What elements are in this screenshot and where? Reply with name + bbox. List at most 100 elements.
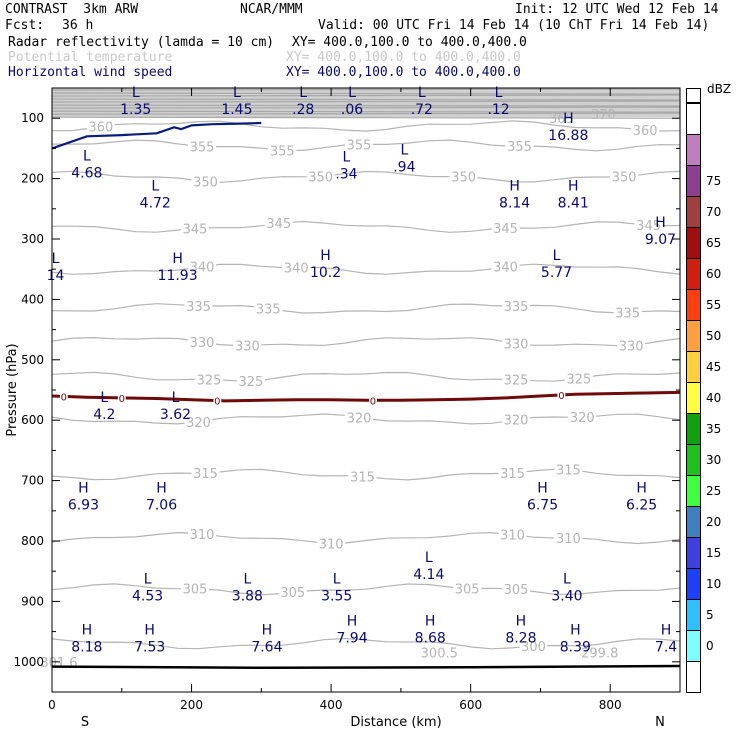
- theta-label: 340: [190, 261, 215, 276]
- wind-low-marker: L: [333, 571, 341, 587]
- theta-label: 320: [570, 411, 595, 426]
- theta-label: 335: [186, 300, 211, 315]
- theta-label-bg: [348, 468, 377, 483]
- valid-time: Valid: 00 UTC Fri 14 Feb 14 (10 ChT Fri …: [318, 18, 710, 33]
- wind-extremum-value: 1.35: [120, 102, 151, 118]
- theta-label: 335: [256, 302, 281, 317]
- field-name-wind: Horizontal wind speed: [8, 65, 173, 80]
- colorbar-level-label: 35: [706, 421, 722, 436]
- wind-extremum-value: 4.68: [71, 166, 102, 182]
- theta-label: 310: [556, 532, 581, 547]
- theta-label: 360: [633, 124, 658, 139]
- theta-label: 320: [186, 416, 211, 431]
- theta-label-bg: [345, 136, 374, 151]
- colorbar-swatch: [686, 599, 701, 631]
- theta-label: 305: [183, 583, 208, 598]
- theta-label-bg: [184, 298, 213, 313]
- theta-label: 335: [504, 300, 529, 315]
- y-tick-label: 500: [21, 353, 44, 367]
- axes: 100 200 300 400 500 600 700 800 900 1000 0 200 400 60…: [5, 87, 681, 730]
- theta-label: 315: [350, 470, 375, 485]
- colorbar-swatch: [686, 630, 701, 662]
- colorbar-swatch: [686, 506, 701, 538]
- wind-low-marker: L: [563, 571, 571, 587]
- theta-label: 305: [280, 586, 305, 601]
- theta-label-bg: [613, 304, 642, 319]
- init-time: Init: 12 UTC Wed 12 Feb 14: [515, 2, 719, 17]
- theta-label: 325: [504, 373, 529, 388]
- wind-low-marker: L: [100, 390, 108, 406]
- colorbar-swatch: [686, 289, 701, 321]
- reflectivity-label-bg: [213, 395, 222, 406]
- wind-extremum-value: 4.2: [93, 407, 115, 423]
- reflectivity-label: 0: [214, 397, 220, 408]
- colorbar-level-label: 60: [706, 266, 722, 281]
- wind-extremum-value: 14: [47, 268, 65, 284]
- theta-label: 315: [500, 467, 525, 482]
- theta-label-bg: [453, 580, 482, 595]
- reflectivity-label-bg: [59, 391, 68, 402]
- wind-high-marker: H: [262, 623, 273, 639]
- field-name-theta: Potential temperature: [8, 50, 173, 65]
- theta-label-bg: [188, 525, 217, 540]
- wind-low-marker: L: [132, 85, 140, 101]
- wind-low-marker: L: [233, 85, 241, 101]
- x-axis-label: Distance (km): [350, 715, 441, 730]
- theta-label-bg: [184, 413, 213, 428]
- theta-label-bg: [449, 168, 478, 183]
- theta-contour-310: [51, 531, 681, 545]
- colorbar-level-label: 70: [706, 204, 722, 219]
- wind-extremum-value: 10.2: [310, 265, 341, 281]
- theta-contour-345: [52, 220, 681, 233]
- theta-label-bg: [254, 300, 283, 315]
- theta-label-bg: [564, 370, 593, 385]
- y-tick-label: 100: [21, 111, 44, 125]
- theta-label-bg: [610, 168, 639, 183]
- wind-high-marker: H: [347, 614, 358, 630]
- jet-contour-line: [51, 121, 262, 150]
- upper-band-line: [51, 110, 681, 113]
- wind-high-marker: H: [144, 623, 155, 639]
- reflectivity-label: 0: [119, 394, 125, 405]
- theta-label-bg: [498, 465, 527, 480]
- theta-label: 335: [615, 306, 640, 321]
- theta-label: 330: [235, 340, 260, 355]
- theta-extra-label: 370: [591, 108, 616, 123]
- theta-contours: 360 360 355 355 355 355 350 350 350 350 345 345 345 3…: [40, 108, 681, 671]
- wind-low-marker: L: [343, 150, 351, 166]
- theta-label-bg: [498, 526, 527, 541]
- colorbar-swatch: [686, 661, 701, 693]
- wind-low-marker: L: [52, 251, 60, 267]
- upper-band-line: [51, 104, 681, 107]
- theta-label: 320: [347, 411, 372, 426]
- colorbar-level-label: 20: [706, 514, 722, 529]
- colorbar-swatch: [686, 444, 701, 476]
- theta-label: 325: [566, 372, 591, 387]
- colorbar-swatch: [686, 382, 701, 414]
- theta-label-bg: [188, 333, 217, 348]
- colorbar-level-label: 75: [706, 173, 722, 188]
- wind-extremum-value: 3.40: [551, 588, 582, 604]
- y-tick-label: 200: [21, 172, 44, 186]
- wind-low-marker: L: [348, 85, 356, 101]
- theta-label-bg: [188, 258, 217, 273]
- theta-label-bg: [502, 298, 531, 313]
- theta-label-bg: [317, 535, 346, 550]
- theta-label-bg: [264, 215, 293, 230]
- theta-extra-label: 300.5: [421, 647, 458, 662]
- theta-label: 325: [197, 373, 222, 388]
- theta-label-bg: [181, 580, 210, 595]
- x-tick-label: 0: [48, 698, 56, 712]
- reflectivity-label-bg: [368, 395, 377, 406]
- theta-label-bg: [502, 371, 531, 386]
- upper-band-line: [51, 92, 681, 95]
- theta-label-bg: [282, 259, 311, 274]
- wind-low-marker: L: [425, 550, 433, 566]
- theta-label: 330: [619, 339, 644, 354]
- wind-high-marker: H: [425, 614, 436, 630]
- wind-extremum-value: .06: [341, 102, 363, 118]
- theta-label: 310: [319, 537, 344, 552]
- upper-contour-band: [51, 88, 681, 119]
- wind-high-marker: H: [537, 481, 548, 497]
- upper-band-line: [51, 106, 681, 109]
